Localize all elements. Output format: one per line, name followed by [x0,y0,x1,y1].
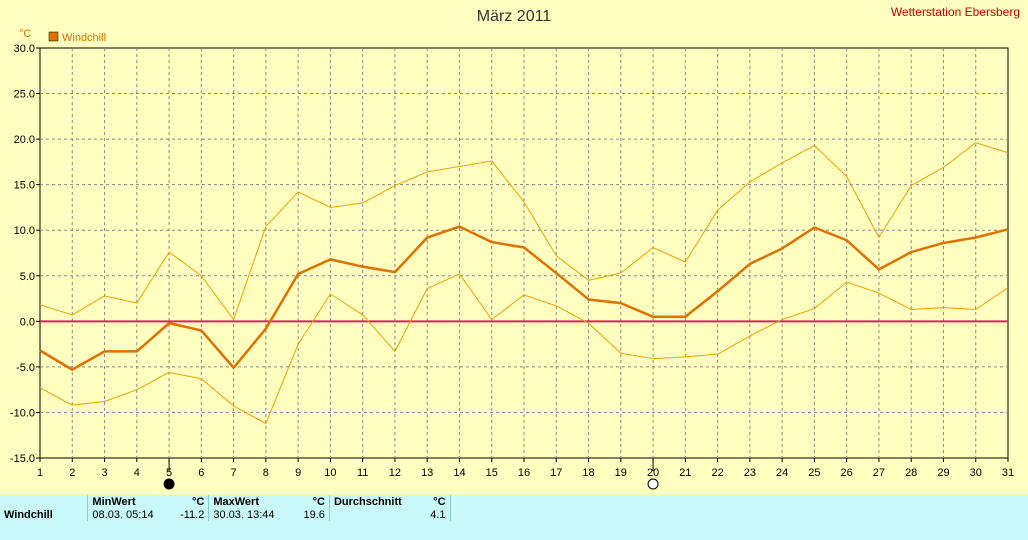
x-tick-label: 29 [937,467,949,479]
x-tick-label: 2 [69,467,75,479]
chart: März 2011 Wetterstation Ebersberg °C Win… [10,5,1020,490]
y-tick-label: 10.0 [14,225,35,237]
y-tick-label: 25.0 [14,89,35,101]
x-tick-label: 10 [324,467,336,479]
stats-filler [449,495,1028,508]
stats-corner [0,495,88,508]
x-tick-label: 1 [37,467,43,479]
x-tick-label: 8 [263,467,269,479]
x-tick-label: 15 [486,467,498,479]
x-tick-label: 7 [231,467,237,479]
x-tick-label: 13 [421,467,433,479]
x-tick-label: 12 [389,467,401,479]
y-tick-label: 0.0 [20,316,35,328]
x-tick-label: 26 [841,467,853,479]
legend-swatch [48,31,59,42]
stats-avg-blank [328,508,418,521]
x-tick-label: 14 [453,467,465,479]
stats-header-max: MaxWert [208,495,297,508]
y-tick-label: 15.0 [14,180,35,192]
stats-max-value: 19.6 [303,508,325,521]
y-tick-label: 30.0 [14,43,35,55]
x-tick-label: 18 [582,467,594,479]
series-line-mean [39,225,1009,371]
stats-max-time: 30.03. 13:44 [208,508,297,521]
full-moon-icon [647,478,659,490]
x-tick-label: 22 [711,467,723,479]
stats-min-time: 08.03. 05:14 [87,508,177,521]
chart-title: März 2011 [477,8,552,25]
stats-avg-value: 4.1 [430,508,446,521]
x-tick-label: 30 [970,467,982,479]
x-tick-label: 4 [134,467,140,479]
x-tick-label: 19 [615,467,627,479]
stats-filler-2 [449,508,1028,521]
x-tick-label: 23 [744,467,756,479]
x-tick-label: 25 [808,467,820,479]
new-moon-icon [163,478,175,490]
y-tick-label: 5.0 [20,271,35,283]
y-tick-label: -15.0 [10,453,35,465]
stats-row-label: Windchill [4,508,53,521]
stats-header-max-unit: °C [312,495,325,508]
x-tick-label: 21 [679,467,691,479]
x-tick-label: 5 [166,467,172,479]
x-tick-label: 27 [873,467,885,479]
stats-header-avg: Durchschnitt [328,495,418,508]
y-tick-label: -5.0 [16,362,35,374]
x-tick-label: 11 [357,467,368,479]
x-tick-label: 6 [198,467,204,479]
stats-table: MinWert °C MaxWert °C Durchschnitt °C Wi… [0,495,1028,521]
stats-header-min-unit: °C [192,495,205,508]
y-tick-label: -10.0 [10,407,35,419]
stats-header-avg-unit: °C [433,495,446,508]
x-tick-label: 20 [647,467,659,479]
x-tick-label: 31 [1002,467,1014,479]
x-tick-label: 17 [550,467,562,479]
y-tick-label: 20.0 [14,134,35,146]
chart-svg: März 2011 Wetterstation Ebersberg °C Win… [10,5,1020,490]
stats-row: Windchill 08.03. 05:14 -11.2 30.03. 13:4… [0,508,1028,521]
x-tick-label: 28 [905,467,917,479]
x-tick-label: 9 [295,467,301,479]
stats-min-value: -11.2 [180,508,205,521]
legend-label: Windchill [62,32,106,44]
station-name: Wetterstation Ebersberg [891,5,1020,19]
series-line-min [39,273,1009,424]
x-tick-label: 3 [101,467,107,479]
stats-header-min: MinWert [87,495,177,508]
x-tick-label: 24 [776,467,788,479]
series-line-max [39,142,1009,321]
y-unit-label: °C [19,28,31,40]
stats-header-row: MinWert °C MaxWert °C Durchschnitt °C [0,495,1028,508]
x-tick-label: 16 [518,467,530,479]
stats-panel: MinWert °C MaxWert °C Durchschnitt °C Wi… [0,495,1028,540]
